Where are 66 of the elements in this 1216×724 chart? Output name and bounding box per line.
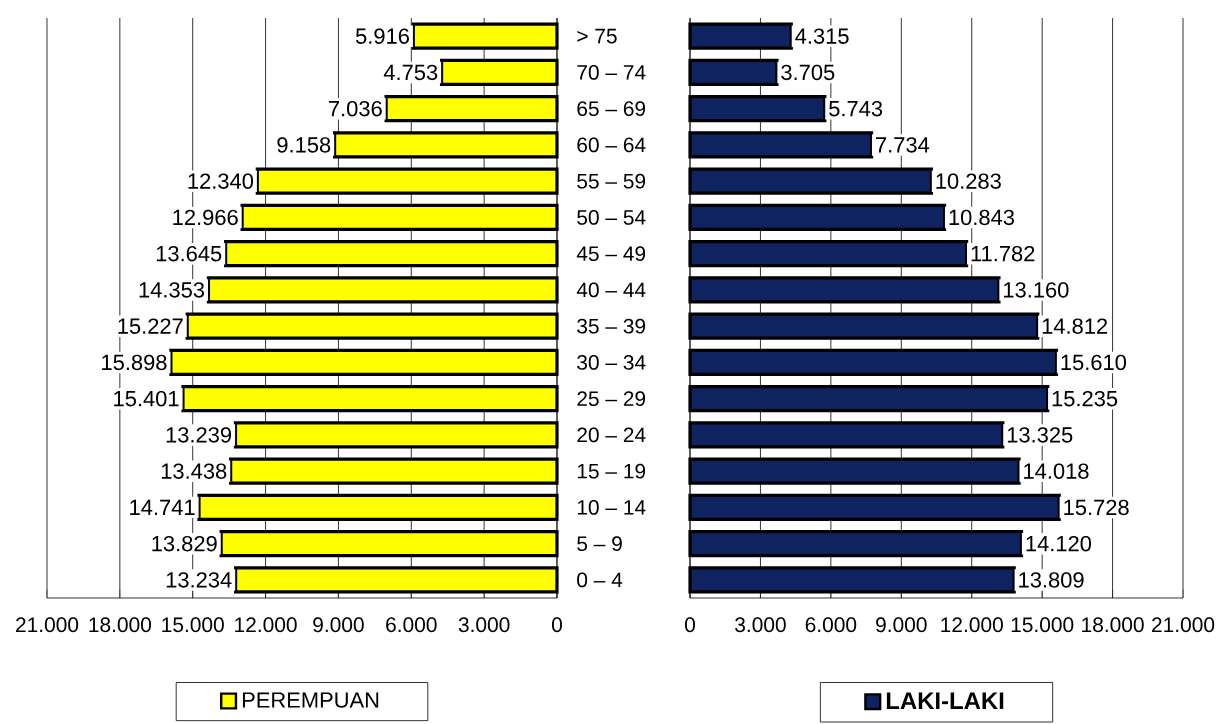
y-tick-label: 65 – 69 bbox=[577, 101, 646, 117]
data-label: 14.018 bbox=[1024, 463, 1089, 479]
data-label: 10.283 bbox=[936, 173, 1001, 189]
data-label: 4.315 bbox=[795, 28, 849, 44]
data-label: 13.234 bbox=[166, 572, 232, 588]
data-label: 13.239 bbox=[166, 427, 232, 443]
y-tick-label: 30 – 34 bbox=[577, 354, 646, 370]
x-tick-label: 6.000 bbox=[386, 617, 437, 633]
data-label: 13.325 bbox=[1007, 427, 1073, 443]
data-label: 15.227 bbox=[118, 318, 183, 334]
y-tick-label: 35 – 39 bbox=[577, 318, 646, 334]
data-label: 15.728 bbox=[1064, 499, 1129, 516]
y-tick-label: 50 – 54 bbox=[577, 209, 646, 225]
y-tick-label: 15 – 19 bbox=[577, 463, 646, 479]
data-label: 12.966 bbox=[173, 209, 238, 226]
data-label: 7.036 bbox=[329, 100, 382, 117]
x-tick-label: 0 bbox=[551, 617, 562, 633]
x-tick-label: 18.000 bbox=[89, 617, 152, 633]
x-tick-label: 15.000 bbox=[162, 617, 224, 633]
y-tick-label: 40 – 44 bbox=[576, 282, 646, 298]
data-label: 5.916 bbox=[355, 28, 409, 44]
data-label: 5.743 bbox=[829, 100, 883, 117]
x-tick-label: 9.000 bbox=[313, 617, 364, 633]
data-label: 15.235 bbox=[1052, 390, 1118, 407]
x-tick-label: 0 bbox=[685, 617, 695, 633]
data-label: 14.353 bbox=[139, 282, 205, 298]
y-tick-label: 60 – 64 bbox=[577, 137, 646, 153]
y-tick-label: 20 – 24 bbox=[577, 427, 646, 443]
x-tick-label: 9.000 bbox=[876, 617, 927, 633]
data-label: 13.809 bbox=[1019, 572, 1084, 588]
y-tick-label: 70 – 74 bbox=[577, 64, 646, 80]
x-tick-label: 21.000 bbox=[1152, 617, 1215, 633]
x-tick-label: 18.000 bbox=[1082, 617, 1144, 633]
data-label: 13.645 bbox=[156, 245, 222, 262]
y-tick-label: > 75 bbox=[577, 28, 617, 44]
x-tick-label: 6.000 bbox=[805, 617, 857, 633]
y-tick-label: 55 – 59 bbox=[577, 173, 646, 189]
data-label: 11.782 bbox=[971, 245, 1035, 262]
data-label: 9.158 bbox=[277, 137, 331, 153]
data-label: 15.401 bbox=[114, 390, 179, 407]
y-tick-label: 0 – 4 bbox=[577, 572, 623, 588]
data-label: 14.741 bbox=[130, 499, 195, 515]
x-tick-label: 3.000 bbox=[458, 617, 510, 633]
data-label: 10.843 bbox=[949, 209, 1015, 226]
data-label: 13.829 bbox=[152, 535, 217, 552]
data-label: 4.753 bbox=[383, 64, 438, 81]
x-tick-label: 3.000 bbox=[735, 617, 786, 633]
data-label: 14.812 bbox=[1042, 318, 1108, 334]
data-label: 12.340 bbox=[188, 173, 254, 189]
data-label: 15.610 bbox=[1061, 354, 1127, 371]
y-tick-label: 45 – 49 bbox=[576, 246, 646, 262]
data-label: 15.898 bbox=[102, 354, 167, 371]
legend-label: PEREMPUAN bbox=[242, 692, 379, 708]
x-tick-label: 12.000 bbox=[235, 617, 297, 633]
data-label: 7.734 bbox=[876, 137, 930, 153]
x-tick-label: 12.000 bbox=[941, 617, 1003, 633]
x-tick-label: 15.000 bbox=[1011, 617, 1074, 633]
data-label: 13.160 bbox=[1004, 282, 1069, 298]
data-label: 13.438 bbox=[161, 463, 227, 479]
y-tick-label: 10 – 14 bbox=[577, 499, 646, 515]
x-tick-label: 21.000 bbox=[16, 617, 79, 633]
y-tick-label: 5 – 9 bbox=[577, 536, 622, 552]
data-label: 14.120 bbox=[1026, 535, 1092, 552]
y-tick-label: 25 – 29 bbox=[577, 391, 646, 407]
data-label: 3.705 bbox=[781, 64, 835, 81]
legend-label: LAKI-LAKI bbox=[886, 692, 1004, 709]
